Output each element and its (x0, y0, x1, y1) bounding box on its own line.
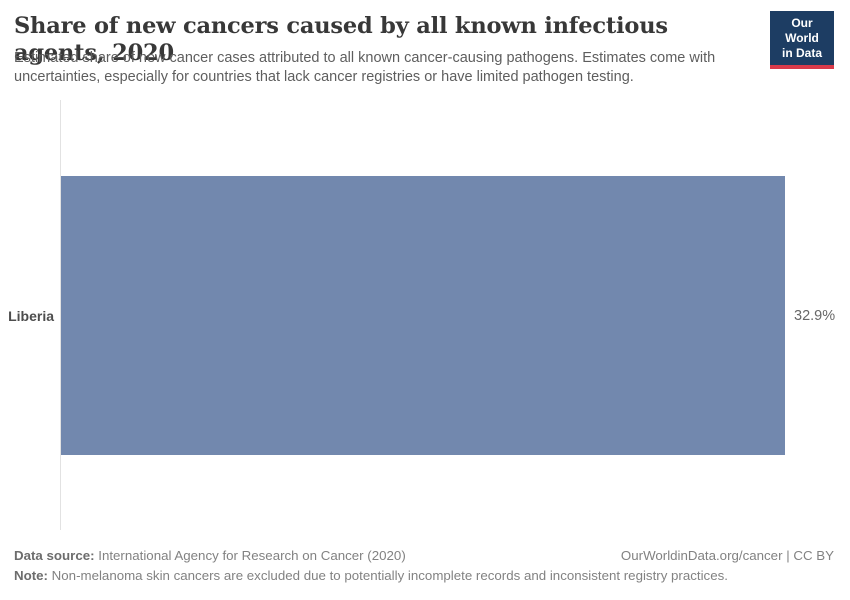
y-axis-line (60, 100, 61, 530)
footer-source-text: Data source: International Agency for Re… (14, 548, 406, 563)
bar-track: 32.9% (61, 176, 835, 455)
entity-label-liberia: Liberia (8, 307, 54, 324)
note-label: Note: (14, 568, 48, 583)
bar-liberia[interactable] (61, 176, 785, 455)
footer-source-row: Data source: International Agency for Re… (14, 548, 834, 563)
data-source-label: Data source: (14, 548, 95, 563)
owid-logo-line2: in Data (781, 46, 822, 60)
data-source-value: International Agency for Research on Can… (94, 548, 406, 563)
owid-logo-line1: Our World (785, 16, 819, 45)
note-value: Non-melanoma skin cancers are excluded d… (47, 568, 728, 583)
footer-attribution-link[interactable]: OurWorldinData.org/cancer | CC BY (620, 548, 834, 563)
chart-subtitle: Estimated share of new cancer cases attr… (14, 50, 716, 85)
bar-value-label: 32.9% (794, 307, 836, 324)
footer-note-row: Note: Non-melanoma skin cancers are excl… (14, 568, 834, 583)
chart-title: Share of new cancers caused by all known… (14, 13, 668, 66)
owid-logo[interactable]: Our World in Data (770, 11, 834, 69)
